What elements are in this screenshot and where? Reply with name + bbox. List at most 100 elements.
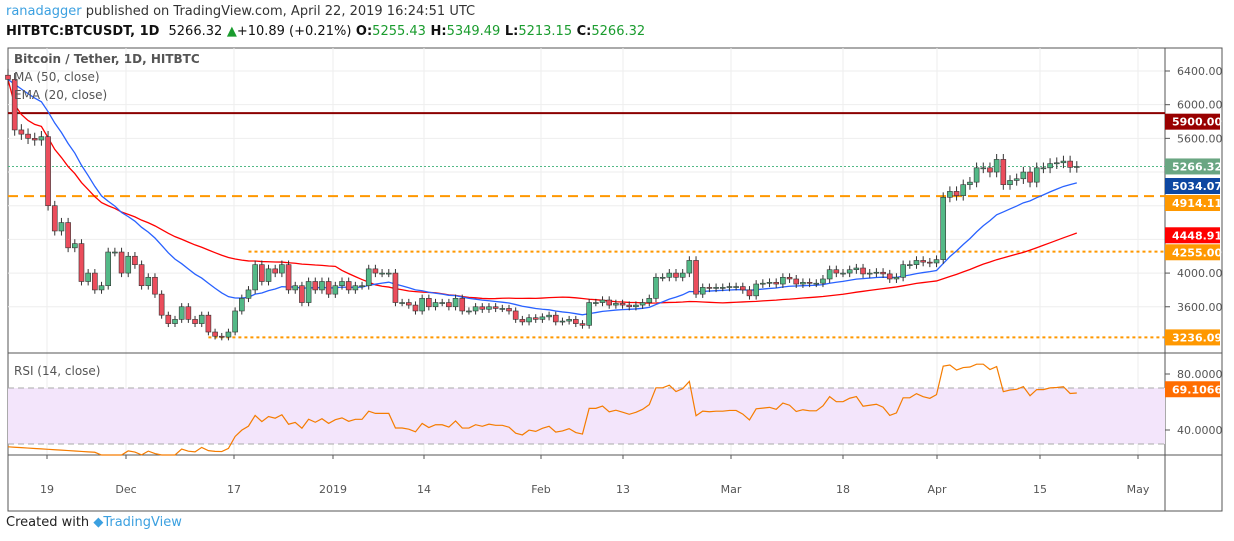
price-label-bg bbox=[1165, 158, 1220, 175]
candle bbox=[506, 304, 512, 315]
candle bbox=[947, 186, 953, 203]
price-label-bg bbox=[1165, 178, 1220, 195]
candle-body bbox=[713, 287, 719, 289]
candle-body bbox=[599, 299, 606, 303]
candle-body bbox=[706, 287, 713, 289]
candle-body bbox=[45, 136, 51, 207]
candle bbox=[58, 217, 65, 236]
candle bbox=[379, 269, 385, 278]
candle bbox=[786, 273, 793, 283]
candle bbox=[973, 162, 980, 188]
candle bbox=[893, 273, 900, 283]
symbol-info: HITBTC:BTCUSDT, 1D 5266.32 ▲+10.89 (+0.2… bbox=[6, 24, 645, 39]
candle-body bbox=[65, 222, 71, 249]
y-tick-label: 6400.00 bbox=[1177, 65, 1223, 78]
candle-body bbox=[693, 260, 699, 295]
candle-body bbox=[265, 268, 272, 282]
candle bbox=[459, 294, 466, 315]
candle-body bbox=[960, 184, 967, 196]
candle-body bbox=[846, 269, 853, 274]
candle bbox=[118, 247, 125, 278]
x-tick-label: May bbox=[1127, 483, 1150, 496]
author-link[interactable]: ranadagger bbox=[6, 4, 82, 19]
candle bbox=[960, 179, 967, 201]
candle bbox=[405, 298, 412, 309]
candle-body bbox=[492, 306, 499, 309]
candle bbox=[392, 269, 399, 307]
candle-body bbox=[1027, 171, 1033, 183]
candle bbox=[1007, 175, 1013, 190]
candle bbox=[285, 260, 292, 294]
candle bbox=[900, 260, 906, 282]
candle-body bbox=[1074, 166, 1080, 168]
candle bbox=[419, 294, 425, 315]
candle bbox=[719, 283, 726, 292]
candle bbox=[212, 328, 218, 340]
candle-body bbox=[666, 272, 673, 278]
candle-body bbox=[947, 191, 953, 198]
candle-body bbox=[405, 302, 412, 306]
candle-body bbox=[733, 286, 739, 288]
candle bbox=[225, 328, 232, 341]
candle-body bbox=[452, 298, 459, 308]
price-label: 4914.11 bbox=[1172, 197, 1222, 210]
candle-body bbox=[572, 319, 579, 324]
candle-body bbox=[833, 269, 840, 274]
candle bbox=[987, 162, 993, 178]
candle bbox=[1047, 158, 1053, 174]
close-value: 5266.32 bbox=[591, 24, 646, 39]
candle-body bbox=[165, 314, 172, 324]
candle-body bbox=[412, 304, 419, 312]
candle bbox=[412, 301, 419, 315]
candle bbox=[372, 264, 379, 278]
candle-body bbox=[319, 281, 325, 291]
candle bbox=[78, 239, 85, 286]
candle bbox=[753, 280, 759, 300]
candle-body bbox=[786, 276, 793, 280]
rsi-tick-label: 40.0000 bbox=[1177, 424, 1223, 437]
candle-body bbox=[686, 260, 693, 274]
chart-title: Bitcoin / Tether, 1D, HITBTC bbox=[14, 52, 200, 66]
candle-body bbox=[279, 264, 285, 274]
candle-body bbox=[172, 319, 178, 324]
candle-body bbox=[606, 299, 613, 306]
candle-body bbox=[426, 298, 432, 308]
candle bbox=[499, 304, 506, 313]
price-label-bg bbox=[1165, 227, 1220, 244]
candle bbox=[880, 268, 886, 278]
candle-body bbox=[993, 159, 1000, 173]
candle bbox=[439, 298, 446, 307]
candle bbox=[446, 298, 452, 311]
candle bbox=[1067, 155, 1073, 173]
candle bbox=[713, 283, 719, 293]
candle bbox=[65, 217, 71, 253]
candle bbox=[466, 307, 472, 315]
tradingview-link[interactable]: TradingView bbox=[103, 515, 182, 530]
candle bbox=[566, 315, 572, 325]
chart-frame bbox=[7, 47, 1223, 512]
candle-body bbox=[439, 302, 446, 304]
candle-body bbox=[379, 272, 385, 275]
candle-body bbox=[25, 133, 31, 139]
candle-body bbox=[31, 138, 38, 141]
candle bbox=[426, 294, 432, 311]
candle bbox=[746, 286, 753, 300]
candle-body bbox=[85, 272, 91, 282]
candle-body bbox=[800, 282, 806, 285]
price-label: 5034.07 bbox=[1172, 180, 1222, 193]
candle bbox=[512, 307, 519, 323]
candle-body bbox=[446, 302, 452, 308]
candle-body bbox=[332, 285, 339, 295]
x-tick-label: 14 bbox=[417, 483, 431, 496]
candle bbox=[846, 265, 853, 278]
candle-body bbox=[11, 79, 18, 131]
candle bbox=[840, 269, 846, 278]
candle-body bbox=[192, 319, 198, 324]
candle-body bbox=[218, 335, 225, 338]
candle-body bbox=[51, 205, 58, 232]
candle bbox=[633, 301, 639, 311]
candle-body bbox=[345, 281, 352, 291]
candle-body bbox=[312, 281, 319, 291]
candle-body bbox=[112, 251, 118, 254]
